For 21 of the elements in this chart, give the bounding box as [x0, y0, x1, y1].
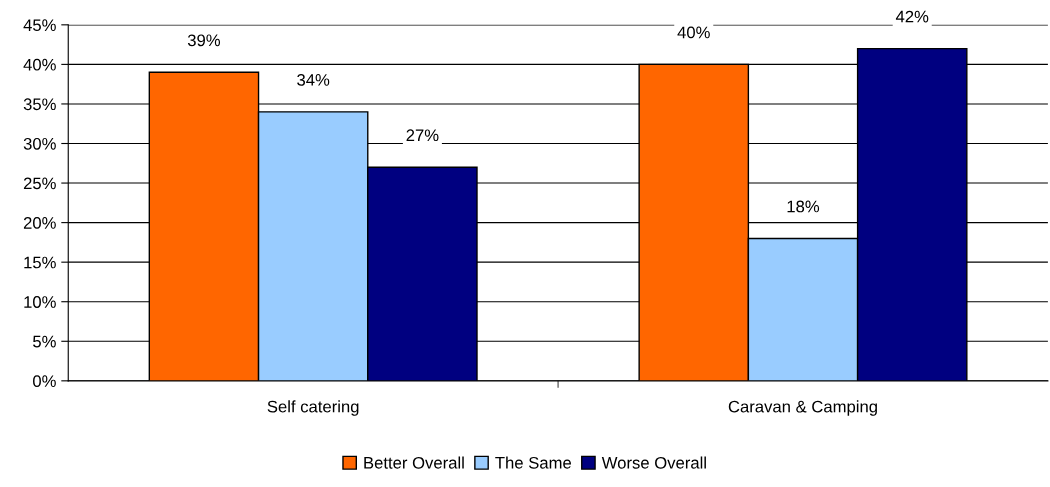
legend-label: Worse Overall [601, 456, 706, 469]
y-tick-label: 40% [23, 58, 56, 71]
y-tick-label: 15% [24, 256, 56, 269]
legend-label: Better Overall [364, 456, 464, 469]
y-tick-label: 0% [33, 375, 56, 388]
x-tick-label: Caravan & Camping [728, 400, 877, 416]
x-tick-label: Self catering [267, 400, 359, 416]
data-label: 27% [406, 129, 439, 142]
y-tick-label: 10% [24, 296, 56, 308]
y-tick-label: 25% [23, 177, 56, 190]
y-tick-label: 35% [23, 98, 56, 111]
data-label: 40% [677, 26, 710, 39]
legend-label: The Same [495, 456, 572, 469]
y-tick-label: 45% [23, 19, 56, 32]
data-label: 39% [187, 34, 221, 47]
y-tick-label: 5% [33, 335, 56, 348]
data-label: 42% [895, 10, 929, 23]
data-label: 34% [297, 73, 330, 86]
y-tick-label: 20% [23, 217, 56, 229]
y-tick-label: 30% [23, 137, 56, 150]
data-label: 18% [787, 200, 820, 213]
